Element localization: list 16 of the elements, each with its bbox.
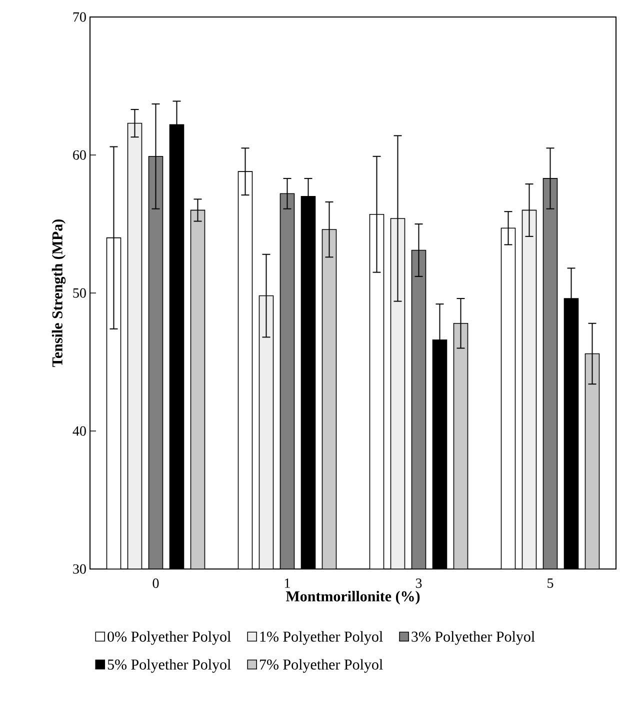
y-tick-label: 70 bbox=[73, 12, 86, 22]
y-tick-label: 60 bbox=[73, 150, 86, 160]
x-tick-label: 1 bbox=[284, 578, 290, 588]
x-tick-label: 3 bbox=[416, 578, 422, 588]
y-tick-label: 50 bbox=[73, 288, 86, 298]
legend-label: 5% Polyether Polyol bbox=[108, 659, 231, 673]
x-tick-label: 5 bbox=[548, 578, 554, 588]
legend-label: 1% Polyether Polyol bbox=[260, 631, 383, 645]
legend-label: 0% Polyether Polyol bbox=[108, 631, 231, 645]
y-axis-title: Tensile Strength (MPa) bbox=[52, 219, 66, 367]
legend-label: 7% Polyether Polyol bbox=[260, 659, 383, 673]
y-tick-label: 40 bbox=[72, 426, 86, 436]
y-tick-label: 30 bbox=[73, 564, 86, 574]
legend-label: 3% Polyether Polyol bbox=[412, 631, 535, 645]
x-tick-label: 0 bbox=[152, 578, 159, 588]
x-axis-title: Montmorillonite (%) bbox=[286, 590, 420, 604]
